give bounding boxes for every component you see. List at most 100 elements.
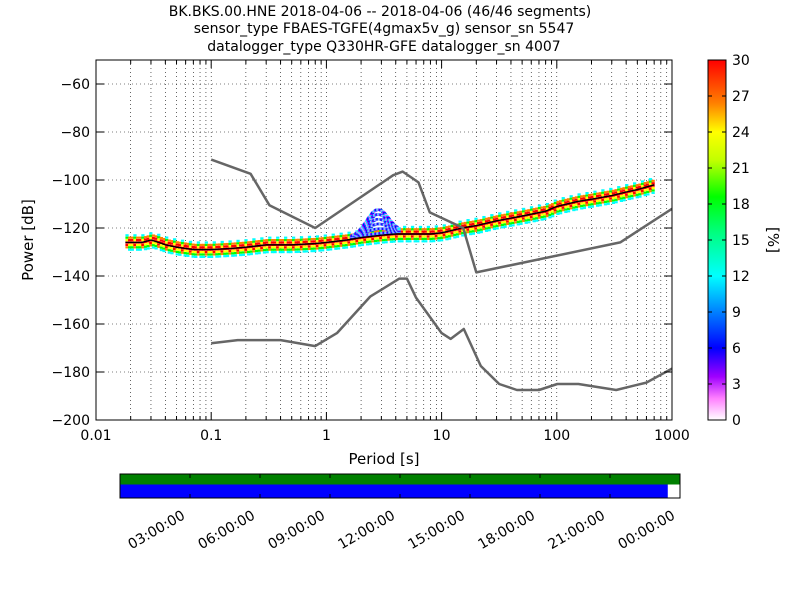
heatmap-cell: [442, 229, 446, 232]
colorbar-tick-label: 3: [732, 377, 741, 393]
chart-title-line-3: datalogger_type Q330HR-GFE datalogger_sn…: [207, 39, 560, 55]
heatmap-cell: [125, 236, 129, 239]
x-tick-label: 0.1: [200, 428, 222, 444]
heatmap-cell: [495, 227, 499, 230]
heatmap-cell: [244, 248, 248, 251]
heatmap-cell: [321, 244, 325, 247]
heatmap-cell: [291, 248, 296, 251]
heatmap-cell: [397, 240, 401, 243]
heatmap-cell: [403, 225, 407, 228]
heatmap-cell: [521, 219, 526, 223]
heatmap-cell: [233, 244, 238, 248]
heatmap-cell: [421, 228, 425, 231]
heatmap-cell: [458, 230, 462, 233]
heatmap-cell: [506, 220, 510, 223]
heatmap-cell: [471, 230, 475, 233]
heatmap-cell: [421, 235, 425, 238]
heatmap-cell: [363, 238, 367, 241]
heatmap-cell: [135, 239, 140, 242]
heatmap-cell: [231, 245, 235, 248]
heatmap-cell: [408, 230, 412, 233]
heatmap-cell: [133, 243, 137, 246]
heatmap-cell: [479, 228, 483, 231]
heatmap-cell: [260, 246, 264, 250]
heatmap-cell: [151, 241, 156, 244]
heatmap-cell: [556, 207, 560, 211]
heatmap-cell: [178, 253, 182, 256]
heatmap-cell: [635, 196, 639, 199]
heatmap-cell: [651, 189, 655, 192]
heatmap-cell: [458, 222, 462, 226]
heatmap-cell: [344, 244, 349, 247]
heatmap-cell: [239, 249, 243, 252]
heatmap-cell: [498, 221, 502, 225]
heatmap-cell: [395, 237, 399, 241]
colorbar-tick-label: 18: [732, 197, 750, 213]
heatmap-cell: [484, 229, 489, 232]
heatmap-cell: [323, 244, 327, 247]
heatmap-cell: [410, 235, 415, 238]
heatmap-cell: [437, 227, 441, 230]
heatmap-cell: [426, 228, 431, 231]
heatmap-cell: [590, 205, 594, 208]
heatmap-cell: [368, 242, 372, 246]
heatmap-cell: [527, 216, 531, 219]
heatmap-cell: [286, 241, 290, 244]
heatmap-cell: [347, 241, 351, 244]
heatmap-cell: [360, 241, 364, 244]
heatmap-cell: [339, 232, 343, 235]
colorbar-label: [%]: [764, 227, 782, 253]
heatmap-cell: [633, 191, 637, 195]
heatmap-cell: [617, 188, 621, 191]
heatmap-cell: [630, 187, 634, 190]
heatmap-cell: [474, 220, 478, 223]
heatmap-cell: [561, 201, 565, 205]
heatmap-cell: [580, 197, 584, 200]
heatmap-cell: [265, 246, 269, 249]
heatmap-cell: [408, 237, 412, 240]
heatmap-cell: [548, 206, 552, 209]
heatmap-cell: [133, 239, 137, 242]
heatmap-cell: [569, 204, 573, 207]
heatmap-cell: [617, 190, 621, 194]
heatmap-cell: [617, 186, 621, 189]
heatmap-cell: [622, 187, 626, 190]
heatmap-cell: [508, 219, 512, 223]
heatmap-cell: [244, 243, 248, 247]
y-tick-label: −160: [52, 317, 90, 333]
heatmap-cell: [223, 243, 227, 246]
heatmap-cell: [188, 243, 193, 246]
heatmap-cell: [569, 197, 573, 200]
heatmap-cell: [188, 240, 193, 243]
heatmap-cell: [498, 217, 502, 220]
heatmap-cell: [146, 244, 150, 248]
heatmap-cell: [344, 241, 349, 244]
heatmap-cell: [307, 238, 312, 241]
heatmap-cell: [270, 241, 275, 244]
heatmap-cell: [286, 248, 290, 251]
heatmap-cell: [307, 247, 312, 250]
heatmap-cell: [432, 235, 436, 238]
heatmap-cell: [228, 249, 232, 253]
heatmap-cell: [199, 246, 203, 249]
heatmap-cell: [170, 240, 174, 243]
heatmap-cell: [188, 245, 193, 248]
heatmap-cell: [455, 230, 460, 234]
heatmap-cell: [252, 238, 256, 241]
heatmap-cell: [635, 191, 639, 194]
heatmap-cell: [273, 239, 277, 242]
heatmap-cell: [151, 234, 156, 237]
heatmap-cell: [376, 237, 380, 240]
heatmap-cell: [614, 189, 618, 192]
heatmap-cell: [619, 187, 624, 190]
heatmap-cell: [566, 200, 571, 203]
heatmap-cell: [437, 229, 441, 233]
heatmap-cell: [347, 234, 351, 237]
heatmap-cell: [276, 246, 280, 249]
heatmap-cell: [580, 204, 584, 208]
heatmap-cell: [603, 200, 608, 203]
heatmap-cell: [556, 200, 560, 203]
heatmap-cell: [540, 213, 544, 216]
heatmap-cell: [540, 208, 544, 212]
heatmap-cell: [395, 235, 399, 238]
